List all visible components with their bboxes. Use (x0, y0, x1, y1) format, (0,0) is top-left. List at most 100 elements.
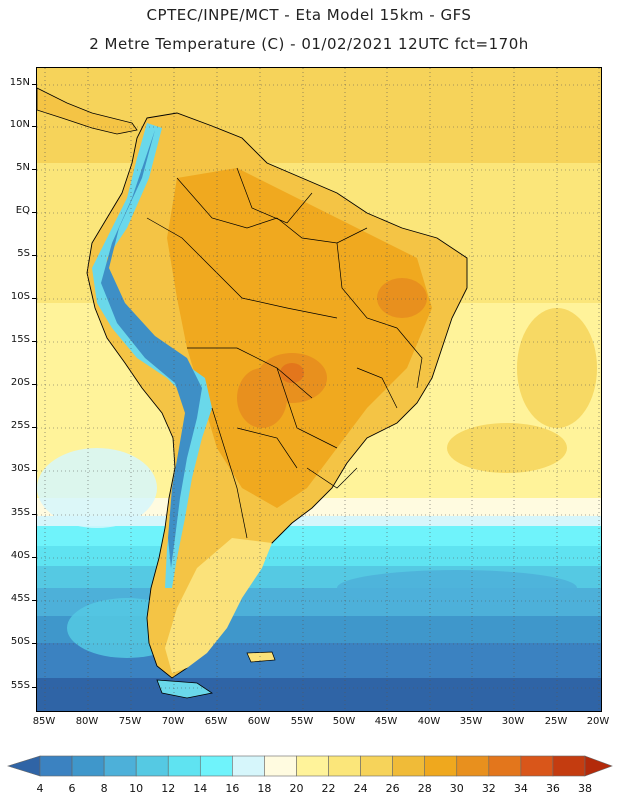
andes-cold (101, 130, 202, 568)
latitude-tick (32, 341, 36, 342)
longitude-label: 65W (204, 716, 228, 727)
colorbar-cell (520, 755, 554, 777)
colorbar-label: 12 (161, 782, 176, 795)
hot-region (377, 278, 427, 318)
colorbar-cell (456, 755, 490, 777)
colorbar-low-arrow (6, 755, 41, 777)
latitude-tick (32, 298, 36, 299)
cool-region (165, 538, 272, 673)
ocean-band-4-6 (37, 678, 601, 711)
country-border (211, 407, 248, 539)
colorbar-label: 24 (353, 782, 368, 795)
latitude-label: 50S (10, 636, 30, 647)
colorbar-label: 30 (449, 782, 464, 795)
latitude-label: 25S (10, 420, 30, 431)
country-border (236, 167, 313, 224)
colorbar-cell (488, 755, 522, 777)
colorbar-cell (71, 755, 105, 777)
tierra-del-fuego (156, 679, 214, 699)
longitude-label: 60W (247, 716, 271, 727)
colorbar-label: 36 (545, 782, 560, 795)
colorbar (6, 755, 613, 777)
colorbar-label: 10 (129, 782, 144, 795)
country-border (187, 347, 313, 399)
map-title: CPTEC/INPE/MCT - Eta Model 15km - GFS (146, 6, 472, 24)
ocean-band-18-20 (37, 516, 601, 526)
colorbar-label: 28 (417, 782, 432, 795)
longitude-label: 55W (290, 716, 314, 727)
colorbar-cell (552, 755, 586, 777)
latitude-tick (32, 126, 36, 127)
latitude-label: 20S (10, 377, 30, 388)
latitude-label: 40S (10, 550, 30, 561)
colorbar-high-arrow (584, 755, 613, 777)
country-border (336, 242, 398, 329)
colorbar-label: 16 (225, 782, 240, 795)
latitude-label: 15S (10, 334, 30, 345)
longitude-label: 25W (544, 716, 568, 727)
ocean-band-16-18 (37, 526, 601, 546)
colorbar-cell (39, 755, 73, 777)
colorbar-label: 38 (578, 782, 592, 795)
latitude-label: 10N (9, 119, 30, 130)
map-canvas (37, 68, 601, 711)
colorbar-cell (167, 755, 201, 777)
land-temperature-field (37, 87, 468, 699)
colorbar-label: 6 (68, 782, 76, 795)
colorbar-cell (328, 755, 361, 777)
colorbar-cell (135, 755, 169, 777)
latitude-label: 30S (10, 463, 30, 474)
longitude-label: 30W (501, 716, 525, 727)
country-border (146, 217, 338, 319)
latitude-label: 55S (10, 680, 30, 691)
ocean-blob (37, 448, 157, 528)
ocean-band-26-28 (37, 68, 601, 163)
latitude-tick (32, 514, 36, 515)
colorbar-cell (103, 755, 137, 777)
latitude-label: 10S (10, 291, 30, 302)
latitude-label: 5S (17, 248, 30, 259)
colorbar-cell (392, 755, 426, 777)
latitude-tick (32, 643, 36, 644)
colorbar-cell (360, 755, 393, 777)
latitude-label: 5N (16, 162, 30, 173)
longitude-label: 40W (417, 716, 441, 727)
latitude-tick (32, 384, 36, 385)
longitude-label: 75W (118, 716, 142, 727)
country-border (396, 327, 423, 389)
country-border (236, 427, 298, 469)
colorbar-label: 4 (36, 782, 44, 795)
temperature-map (36, 67, 602, 712)
country-border (356, 367, 398, 409)
longitude-label: 70W (161, 716, 185, 727)
country-border (306, 467, 358, 489)
latitude-tick (32, 255, 36, 256)
colorbar-cell (296, 755, 329, 777)
longitude-label: 85W (32, 716, 56, 727)
latitude-label: 35S (10, 507, 30, 518)
latitude-label: 15N (9, 77, 30, 88)
latitude-tick (32, 427, 36, 428)
ocean-blob (447, 423, 567, 473)
longitude-label: 35W (459, 716, 483, 727)
colorbar-label: 20 (289, 782, 304, 795)
warm-region (167, 168, 432, 508)
colorbar-label: 32 (481, 782, 496, 795)
longitude-label: 20W (586, 716, 610, 727)
country-border (176, 177, 278, 229)
longitude-label: 50W (332, 716, 356, 727)
colorbar-cell (424, 755, 458, 777)
very-hot-region (280, 363, 304, 383)
longitude-label: 45W (374, 716, 398, 727)
colorbar-label: 34 (513, 782, 528, 795)
colorbar-label: 26 (385, 782, 400, 795)
country-border (276, 217, 368, 244)
falkland-islands (246, 651, 276, 663)
latitude-tick (32, 169, 36, 170)
latitude-tick (32, 557, 36, 558)
ocean-band-14-16 (37, 546, 601, 566)
latitude-tick (32, 687, 36, 688)
colorbar-label: 14 (193, 782, 208, 795)
colorbar-cell (264, 755, 297, 777)
latitude-tick (32, 600, 36, 601)
